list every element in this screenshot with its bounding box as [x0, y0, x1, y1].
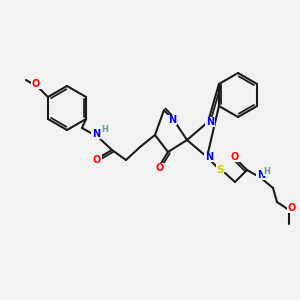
Text: N: N	[206, 117, 214, 127]
Text: O: O	[231, 152, 239, 162]
Text: H: H	[264, 167, 270, 176]
Text: N: N	[205, 152, 213, 162]
Text: O: O	[93, 155, 101, 165]
Text: S: S	[216, 165, 224, 175]
Text: O: O	[156, 163, 164, 173]
Text: O: O	[32, 79, 40, 89]
Text: N: N	[257, 170, 265, 180]
Text: H: H	[102, 125, 108, 134]
Text: N: N	[168, 115, 176, 125]
Text: N: N	[92, 129, 100, 139]
Text: O: O	[288, 203, 296, 213]
